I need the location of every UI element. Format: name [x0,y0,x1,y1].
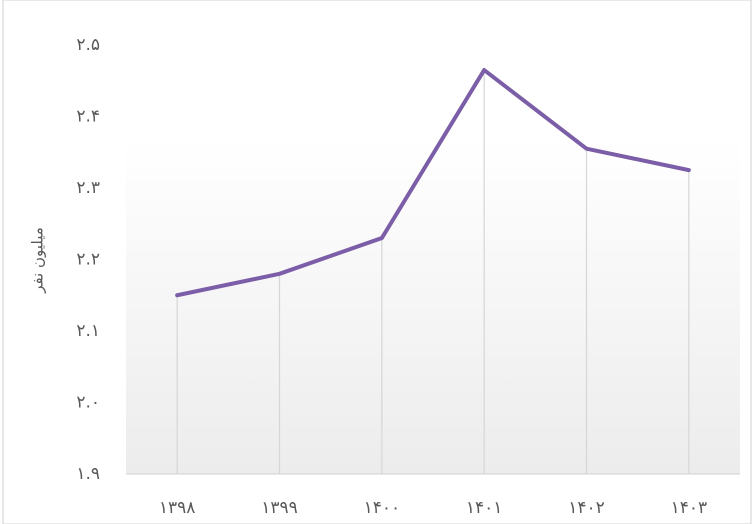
plot-area [126,45,740,474]
y-tick-label: ۲.۴ [76,107,100,127]
y-axis-label: میلیون نفر [29,227,47,294]
x-tick-label: ۱۴۰۱ [466,498,503,518]
y-tick-label: ۲.۰ [76,393,100,413]
y-tick-label: ۱.۹ [76,464,100,484]
y-tick-label: ۲.۲ [76,250,100,270]
y-tick-label: ۲.۳ [76,178,100,198]
y-tick-label: ۲.۱ [76,321,100,341]
series-line [175,68,691,298]
x-tick-label: ۱۴۰۳ [671,498,708,518]
x-tick-label: ۱۴۰۲ [568,498,605,518]
x-tick-label: ۱۳۹۹ [261,498,298,518]
x-tick-label: ۱۳۹۸ [159,498,196,518]
y-tick-label: ۲.۵ [76,35,100,55]
x-tick-label: ۱۴۰۰ [364,498,401,518]
